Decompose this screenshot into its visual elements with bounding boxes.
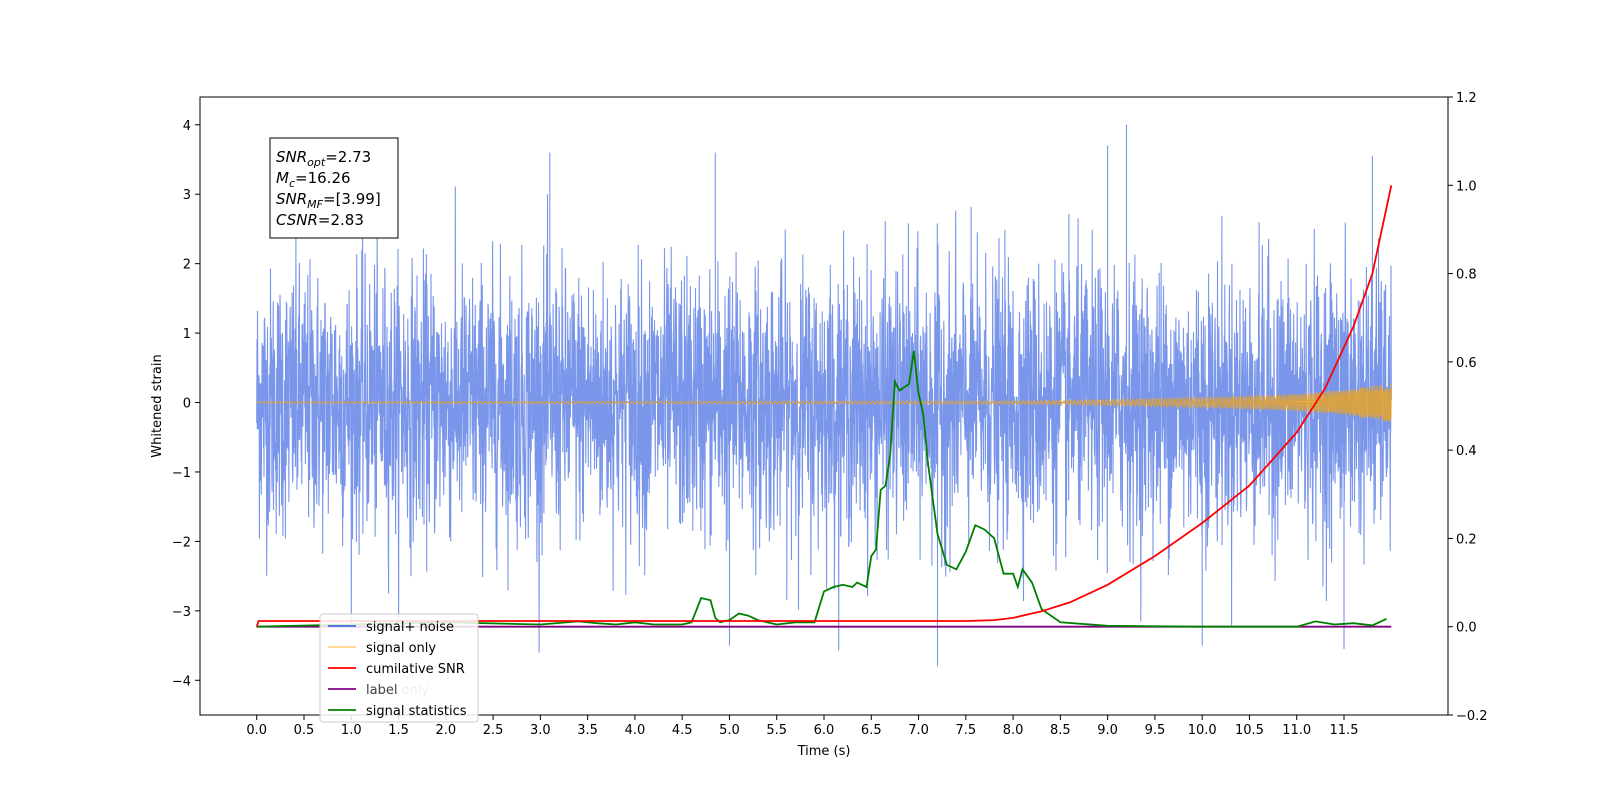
- legend-label: signal+ noise: [366, 620, 454, 635]
- annotation-line: CSNR=2.83: [276, 211, 364, 229]
- y-tick-label: −4: [172, 674, 191, 689]
- x-tick-label: 6.0: [814, 723, 835, 738]
- legend-frame: [319, 613, 479, 723]
- annotation-line: SNRMF=[3.99]: [276, 190, 381, 211]
- y-tick-label: 2: [183, 258, 191, 273]
- x-tick-label: 7.0: [908, 723, 929, 738]
- y-tick-label: 1: [183, 327, 191, 342]
- series-signal-noise: [256, 124, 1392, 667]
- x-tick-label: 4.5: [672, 723, 693, 738]
- x-tick-label: 11.0: [1282, 723, 1311, 738]
- y2-tick-label: 0.6: [1456, 356, 1477, 371]
- legend-label: label: [366, 683, 397, 698]
- x-tick-label: 3.0: [530, 723, 551, 738]
- series-signal-only: [256, 383, 1392, 422]
- x-tick-label: 4.0: [625, 723, 646, 738]
- x-axis: 0.0 0.5 1.0 1.5 2.0 2.5 3.0 3.5 4.0 4.5 5.0 5.5 6.0 6…: [246, 715, 1358, 738]
- legend-label: signal statistics: [366, 704, 467, 719]
- x-tick-label: 0.0: [246, 723, 267, 738]
- x-tick-label: 2.0: [435, 723, 456, 738]
- y2-tick-label: 0.4: [1456, 444, 1477, 459]
- x-tick-label: 0.5: [294, 723, 315, 738]
- series-cumulative-snr: [255, 185, 1393, 627]
- x-tick-label: 1.5: [388, 723, 409, 738]
- y-tick-label: −3: [172, 605, 191, 620]
- x-tick-label: 9.5: [1145, 723, 1166, 738]
- x-tick-label: 8.0: [1003, 723, 1024, 738]
- legend-label: cumilative SNR: [366, 662, 465, 677]
- x-tick-label: 8.5: [1050, 723, 1071, 738]
- x-tick-label: 5.0: [719, 723, 740, 738]
- legend-hidden-label: label only: [366, 683, 429, 698]
- y-tick-label: 4: [183, 119, 191, 134]
- x-tick-label: 3.5: [577, 723, 598, 738]
- x-tick-label: 5.5: [766, 723, 787, 738]
- annotation-border: [269, 137, 399, 239]
- y2-tick-label: 0.8: [1456, 268, 1477, 283]
- y2-tick-label: −0.2: [1456, 709, 1488, 724]
- y2-tick-label: 0.0: [1456, 621, 1477, 636]
- x-tick-label: 7.5: [955, 723, 976, 738]
- y2-tick-label: 0.2: [1456, 532, 1477, 547]
- x-tick-label: 10.5: [1235, 723, 1264, 738]
- x-tick-label: 2.5: [483, 723, 504, 738]
- y-tick-label: 0: [183, 397, 191, 412]
- y-tick-label: −1: [172, 466, 191, 481]
- x-tick-label: 1.0: [341, 723, 362, 738]
- y2-tick-label: 1.2: [1456, 91, 1477, 106]
- y2-tick-label: 1.0: [1456, 179, 1477, 194]
- legend-label: signal only: [366, 641, 436, 656]
- legend: signal+ noise signal only cumilative SNR la…: [319, 613, 479, 723]
- x-tick-label: 11.5: [1330, 723, 1359, 738]
- x-tick-label: 6.5: [861, 723, 882, 738]
- y-tick-label: −2: [172, 535, 191, 550]
- y-tick-label: 3: [183, 188, 191, 203]
- x-tick-label: 10.0: [1188, 723, 1217, 738]
- annotation-line: Mc=16.26: [276, 169, 351, 190]
- x-axis-label: Time (s): [797, 744, 851, 759]
- x-tick-label: 9.0: [1097, 723, 1118, 738]
- annotation-line: SNRopt=2.73: [276, 148, 371, 169]
- y-axis-label: Whitened strain: [150, 354, 165, 457]
- series-signal-statistics: [256, 350, 1387, 628]
- y-axis-left: −4 −3 −2 −1 0 1 2 3 4: [172, 119, 200, 689]
- y-axis-right: −0.2 0.0 0.2 0.4 0.6 0.8 1.0 1.2: [1448, 91, 1488, 724]
